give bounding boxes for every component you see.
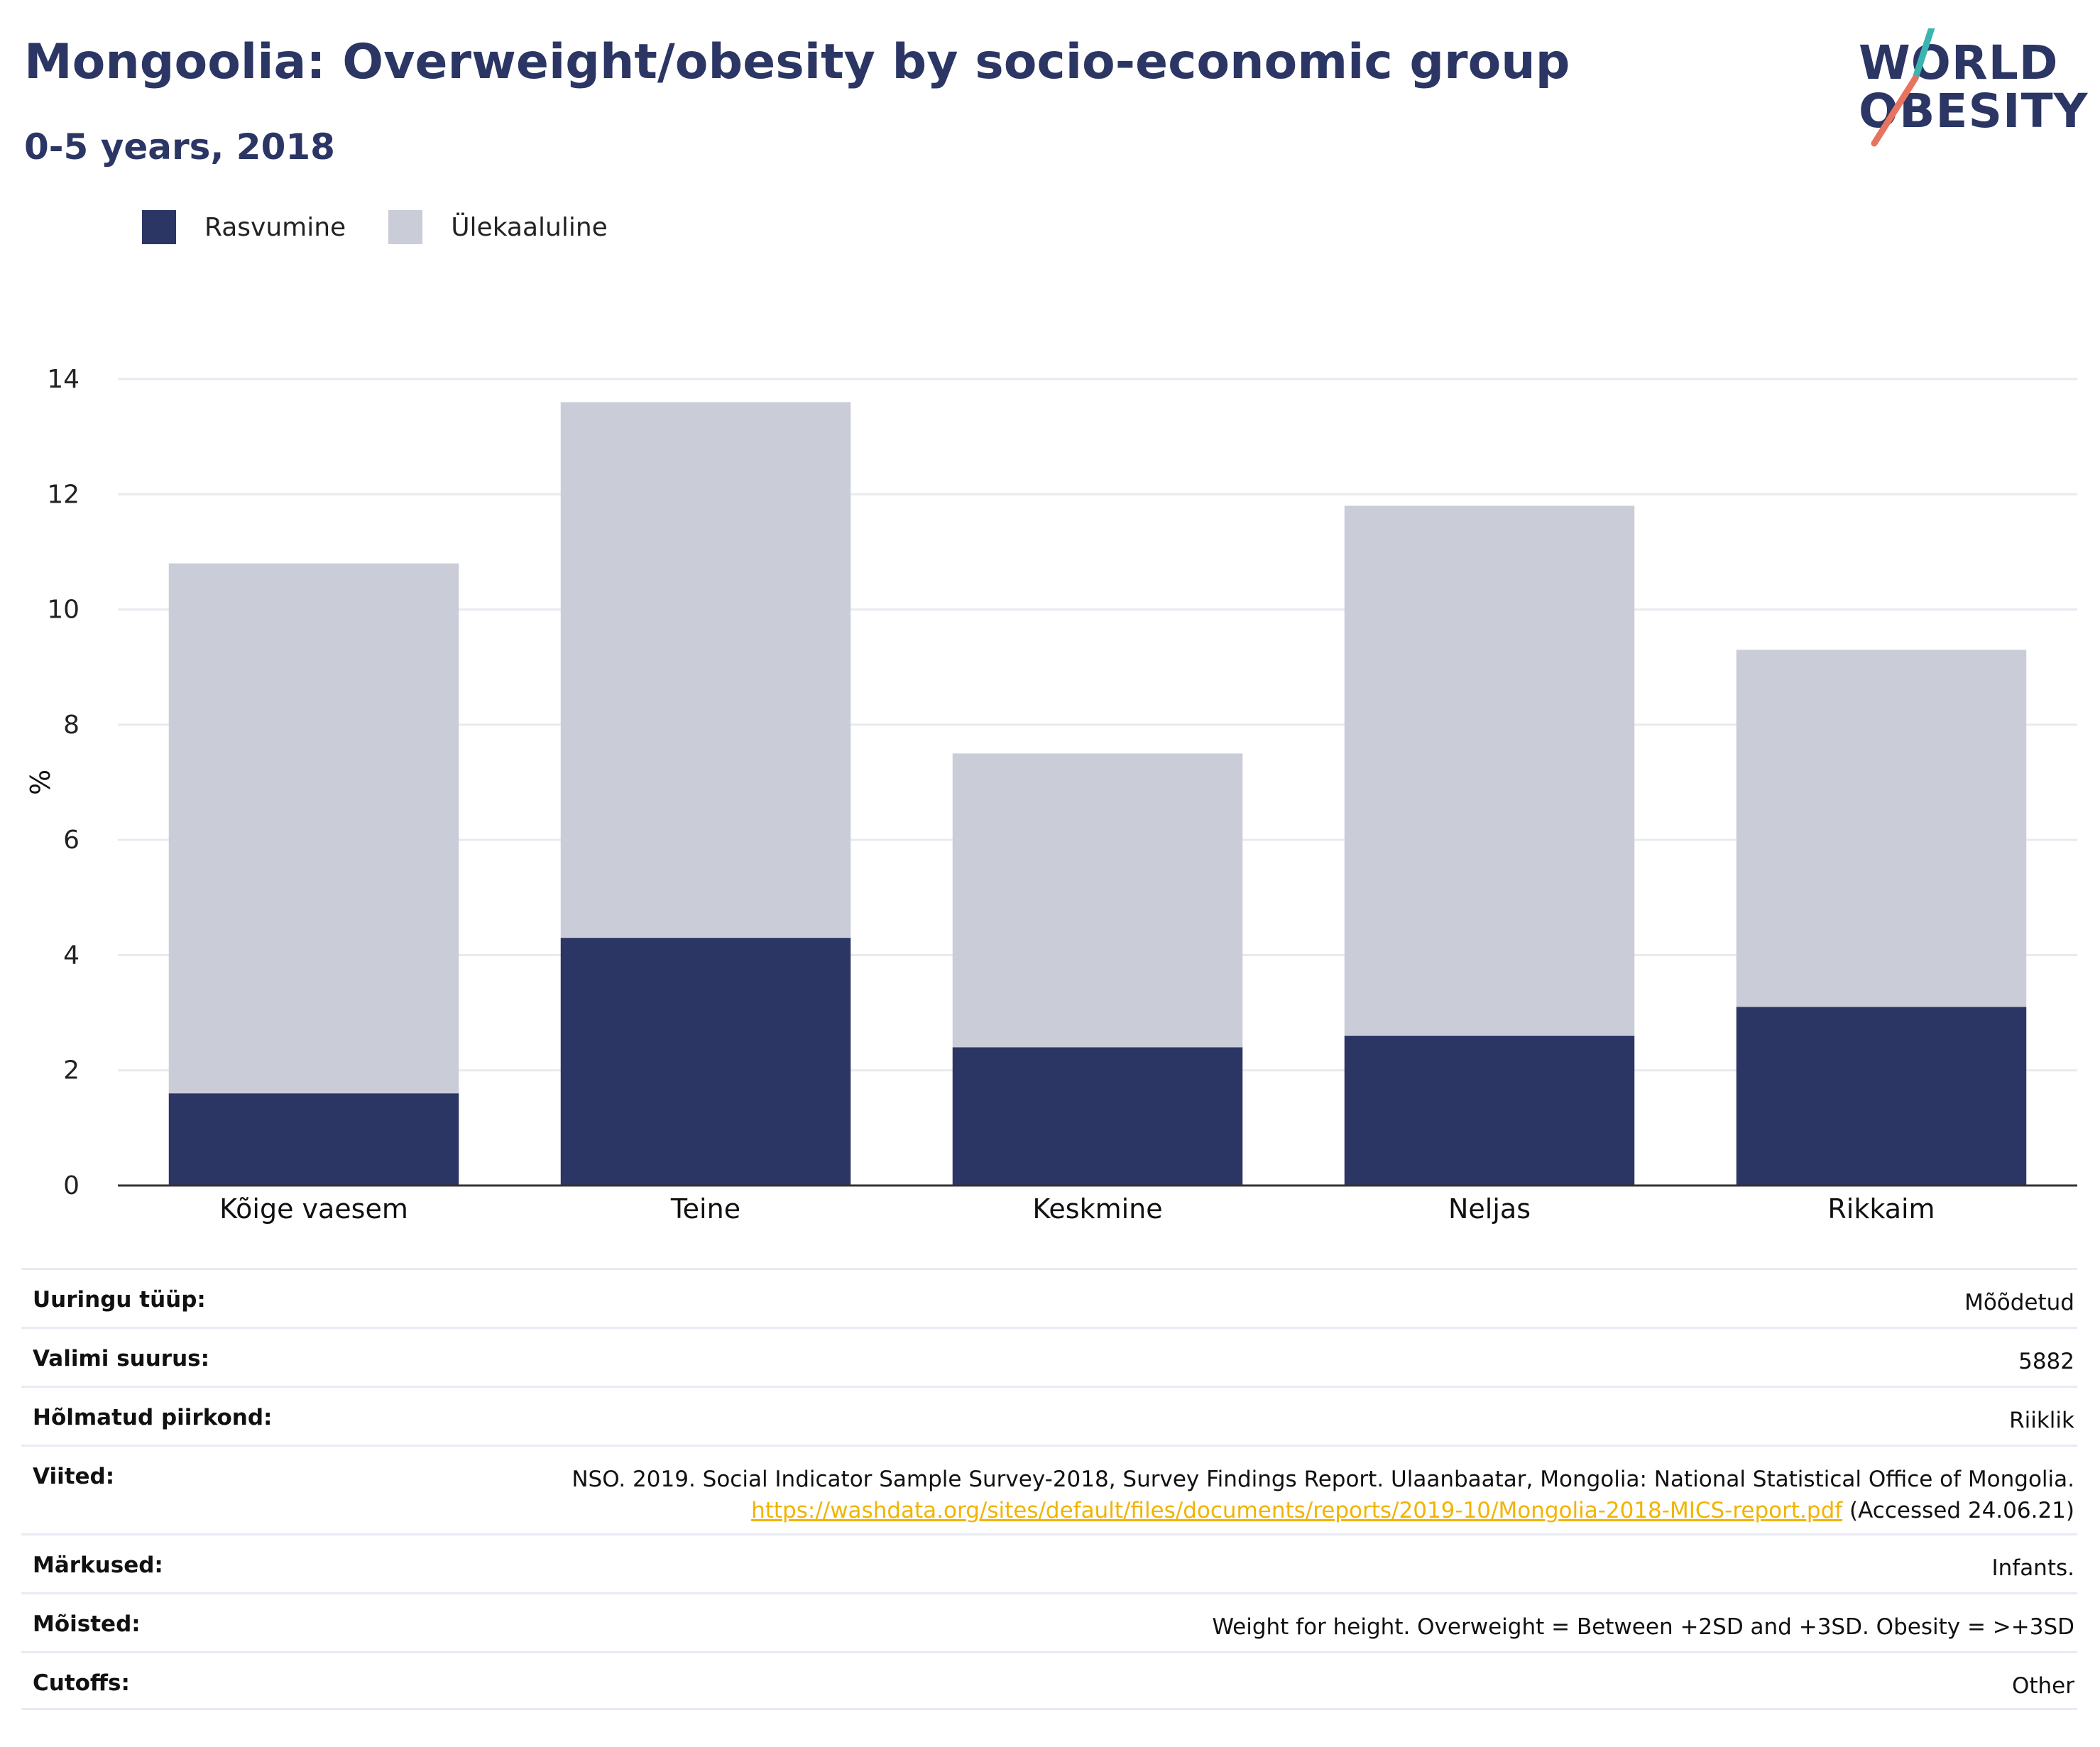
row-label: Viited: [33, 1464, 115, 1489]
bar-ulekaaluline [1344, 505, 1635, 1036]
bar-rasvumine [1344, 1036, 1635, 1185]
row-value: 5882 [2018, 1349, 2074, 1374]
table-row: Hõlmatud piirkond: Riiklik [21, 1386, 2077, 1445]
bar-rasvumine [560, 938, 851, 1185]
y-tick-label: 4 [63, 941, 80, 970]
reference-link[interactable]: https://washdata.org/sites/default/files… [751, 1498, 1843, 1523]
bar-ulekaaluline [1736, 650, 2027, 1007]
row-label: Mõisted: [33, 1611, 141, 1637]
legend-label-ulekaaluline: Ülekaaluline [451, 212, 608, 242]
row-value: Riiklik [2009, 1408, 2074, 1433]
table-row: Mõisted: Weight for height. Overweight =… [21, 1592, 2077, 1651]
table-row: Cutoffs: Other [21, 1651, 2077, 1710]
x-tick-label: Kõige vaesem [219, 1193, 408, 1225]
x-tick-label: Keskmine [1032, 1193, 1162, 1225]
row-value: Mõõdetud [1964, 1290, 2074, 1315]
table-row: Uuringu tüüp: Mõõdetud [21, 1268, 2077, 1327]
x-tick-label: Rikkaim [1827, 1193, 1935, 1225]
y-tick-label: 10 [47, 596, 80, 625]
bar-rasvumine [1736, 1007, 2027, 1185]
chart-legend: Rasvumine Ülekaaluline [142, 210, 650, 244]
chart-subtitle: 0-5 years, 2018 [24, 126, 335, 168]
row-label: Hõlmatud piirkond: [33, 1405, 273, 1430]
chart-title: Mongoolia: Overweight/obesity by socio-e… [24, 34, 1570, 90]
table-row: Viited: NSO. 2019. Social Indicator Samp… [21, 1445, 2077, 1533]
table-row: Märkused: Infants. [21, 1533, 2077, 1592]
table-row: Valimi suurus: 5882 [21, 1327, 2077, 1386]
legend-item-rasvumine[interactable]: Rasvumine [142, 210, 346, 244]
row-value: Infants. [1991, 1555, 2074, 1581]
row-label: Märkused: [33, 1552, 163, 1578]
references-value: NSO. 2019. Social Indicator Sample Surve… [548, 1464, 2077, 1526]
bar-rasvumine [168, 1093, 459, 1185]
reference-accessed: (Accessed 24.06.21) [1842, 1498, 2074, 1523]
legend-label-rasvumine: Rasvumine [204, 212, 346, 242]
bar-ulekaaluline [952, 753, 1243, 1048]
logo-slash-icon [1871, 28, 1935, 147]
logo-line-1: WORLD [1859, 35, 2059, 90]
legend-swatch-rasvumine [142, 210, 176, 244]
world-obesity-logo: WORLD OBESITY [1853, 28, 2087, 149]
row-label: Cutoffs: [33, 1670, 130, 1696]
row-label: Valimi suurus: [33, 1346, 209, 1371]
reference-text: NSO. 2019. Social Indicator Sample Surve… [572, 1467, 2074, 1492]
x-tick-label: Neljas [1448, 1193, 1531, 1225]
y-tick-label: 6 [63, 826, 80, 855]
x-tick-label: Teine [670, 1193, 740, 1225]
y-tick-label: 8 [63, 711, 80, 740]
y-axis-label: % [25, 770, 56, 795]
row-value: Weight for height. Overweight = Between … [1212, 1614, 2074, 1640]
y-tick-label: 14 [47, 365, 80, 394]
bar-chart: 0 2 4 6 8 10 12 14% Kõige vaesem Teine Keskmine Nel… [25, 365, 2077, 1225]
bar-rasvumine [952, 1047, 1243, 1185]
y-tick-label: 12 [47, 480, 80, 509]
row-value: Other [2011, 1673, 2074, 1699]
y-tick-label: 0 [63, 1171, 80, 1200]
metadata-table: Uuringu tüüp: Mõõdetud Valimi suurus: 58… [21, 1268, 2077, 1710]
row-label: Uuringu tüüp: [33, 1287, 206, 1313]
bar-ulekaaluline [168, 563, 459, 1094]
bar-ulekaaluline [560, 402, 851, 938]
legend-swatch-ulekaaluline [388, 210, 423, 244]
legend-item-ulekaaluline[interactable]: Ülekaaluline [388, 210, 608, 244]
y-tick-label: 2 [63, 1056, 80, 1085]
